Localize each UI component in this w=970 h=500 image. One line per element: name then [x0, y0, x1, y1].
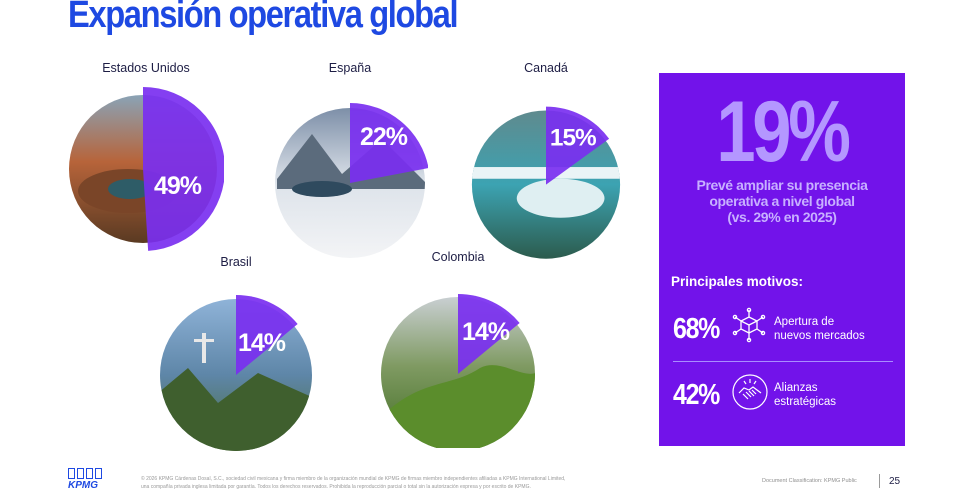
document-classification: Document Classification: KPMG Public	[762, 478, 857, 484]
country-chart-estados-unidos: Estados Unidos 49%	[68, 61, 224, 271]
big-stat-line: (vs. 29% en 2025)	[727, 209, 837, 225]
country-circle: 14%	[160, 295, 312, 451]
country-label: Brasil	[220, 255, 252, 269]
share-wedge	[546, 106, 610, 185]
big-stat-line: operativa a nivel global	[709, 193, 855, 209]
page-number: 25	[889, 476, 901, 487]
country-chart-brasil: Brasil 14%	[158, 255, 314, 465]
motive-line: Apertura de	[774, 316, 835, 328]
stats-panel: 19% Prevé ampliar su presencia operativa…	[659, 73, 905, 446]
motive-line: Alianzas	[774, 382, 818, 394]
logo-boxes	[68, 468, 110, 479]
motive-text: Alianzas estratégicas	[774, 381, 836, 409]
motive-pct: 42%	[673, 379, 720, 411]
share-wedge	[458, 294, 520, 374]
divider	[673, 361, 893, 362]
share-wedge	[350, 103, 428, 183]
motive-pct: 68%	[673, 313, 720, 345]
country-circle: 14%	[381, 294, 535, 448]
country-label: España	[328, 61, 372, 75]
share-wedge	[236, 295, 298, 375]
share-label: 14%	[238, 329, 286, 357]
share-label: 49%	[154, 172, 202, 200]
motive-line: nuevos mercados	[774, 330, 865, 342]
motive-item-alliances: 42% Alianzas estratégicas	[673, 371, 895, 421]
country-label: Canadá	[524, 61, 568, 75]
share-label: 22%	[360, 123, 408, 151]
logo-wordmark: KPMG	[68, 480, 98, 491]
share-label: 14%	[462, 318, 510, 346]
motives-title: Principales motivos:	[671, 274, 804, 289]
legal-line: © 2026 KPMG Cárdenas Dosal, S.C., socied…	[141, 476, 566, 482]
motive-item-new-markets: 68% Apertura de nuevos mercados	[673, 305, 895, 355]
kpmg-logo: KPMG	[68, 468, 110, 494]
big-stat-description: Prevé ampliar su presencia operativa a n…	[669, 177, 895, 225]
country-label: Colombia	[431, 250, 485, 264]
network-cube-icon	[732, 307, 766, 343]
country-circle: 22%	[275, 103, 428, 258]
share-label: 15%	[550, 125, 597, 152]
share-wedge	[143, 87, 224, 251]
country-circle: 15%	[471, 106, 621, 259]
big-stat-line: Prevé ampliar su presencia	[696, 177, 868, 193]
legal-line: una compañía privada inglesa limitada po…	[141, 484, 531, 490]
page-title: Expansión operativa global	[68, 0, 459, 36]
country-circle: 49%	[69, 87, 224, 251]
footer-separator	[879, 474, 880, 488]
handshake-icon	[732, 374, 768, 410]
country-label: Estados Unidos	[102, 61, 190, 75]
legal-text: © 2026 KPMG Cárdenas Dosal, S.C., socied…	[141, 475, 701, 491]
country-chart-canada: Canadá 15%	[468, 61, 624, 271]
country-chart-colombia: Colombia 14%	[380, 250, 536, 460]
big-stat-value: 19%	[716, 84, 851, 180]
country-chart-espana: España 22%	[272, 61, 428, 271]
motive-line: estratégicas	[774, 396, 837, 408]
motive-text: Apertura de nuevos mercados	[774, 315, 865, 343]
